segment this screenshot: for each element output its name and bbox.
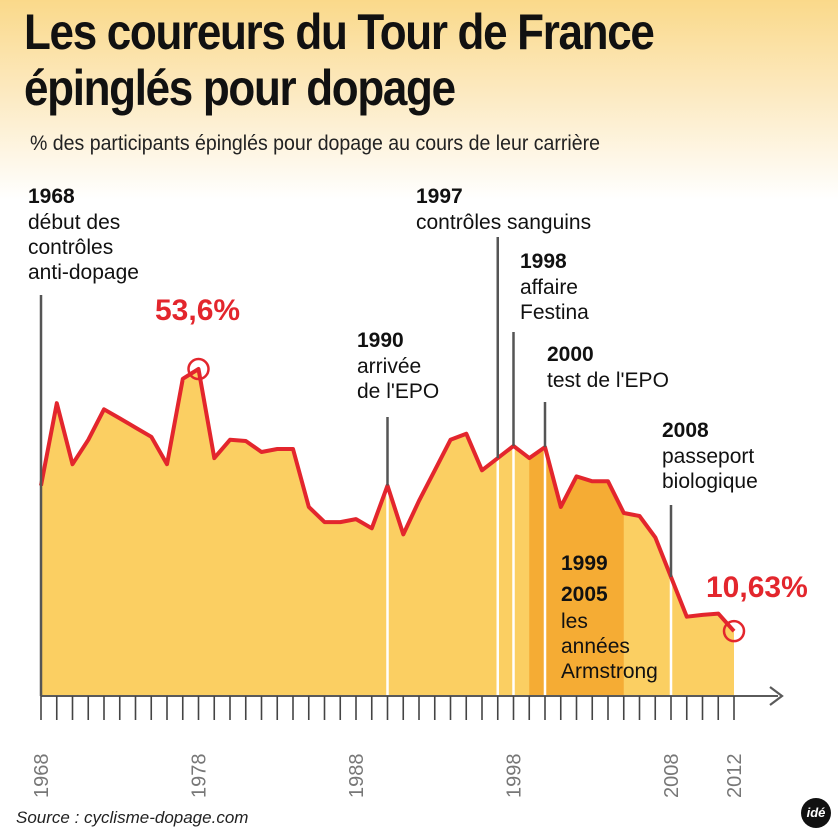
annotation-text-1998: Festina [520,301,589,324]
annotation-text-2008: passeport [662,445,754,468]
chart-subtitle: % des participants épinglés pour dopage … [30,132,600,155]
annotation-year-1990: 1990 [357,329,404,352]
series-line [39,367,736,633]
annotation-text-1968: début des [28,211,120,234]
source-note: Source : cyclisme-dopage.com [16,808,249,827]
armstrong-year-end: 2005 [561,583,608,606]
armstrong-year-start: 1999 [561,552,608,575]
annotation-text-2008: biologique [662,470,758,493]
title-line-2: épinglés pour dopage [24,60,456,116]
annotation-text-2000: test de l'EPO [547,369,669,392]
annotation-year-1997: 1997 [416,185,463,208]
x-tick-label: 2008 [661,754,683,799]
annotation-text-1990: arrivée [357,355,421,378]
last-value-label: 10,63% [706,571,808,604]
title-line-1: Les coureurs du Tour de France [24,4,655,60]
x-tick-label: 1998 [504,754,526,799]
peak-label: 53,6% [155,294,240,327]
x-tick-label: 1988 [346,754,368,799]
x-tick-label: 2012 [724,754,746,799]
annotation-year-1998: 1998 [520,250,567,273]
x-axis-arrow [769,686,784,706]
annotation-text-1990: de l'EPO [357,380,439,403]
annotation-text-1968: anti-dopage [28,261,139,284]
annotation-year-2008: 2008 [662,419,709,442]
annotation-text-1997: contrôles sanguins [416,211,591,234]
chart-title: Les coureurs du Tour de France épinglés … [24,4,655,116]
annotation-text-1968: contrôles [28,236,113,259]
armstrong-text: années [561,635,630,658]
x-tick-label: 1968 [31,754,53,799]
annotation-year-2000: 2000 [547,343,594,366]
annotation-text-1998: affaire [520,276,578,299]
last-marker [722,619,746,643]
annotation-year-1968: 1968 [28,185,75,208]
publisher-logo: idé [801,798,831,828]
armstrong-text: les [561,610,588,633]
armstrong-text: Armstrong [561,660,658,683]
peak-marker [187,357,210,381]
x-tick-label: 1978 [189,754,211,799]
